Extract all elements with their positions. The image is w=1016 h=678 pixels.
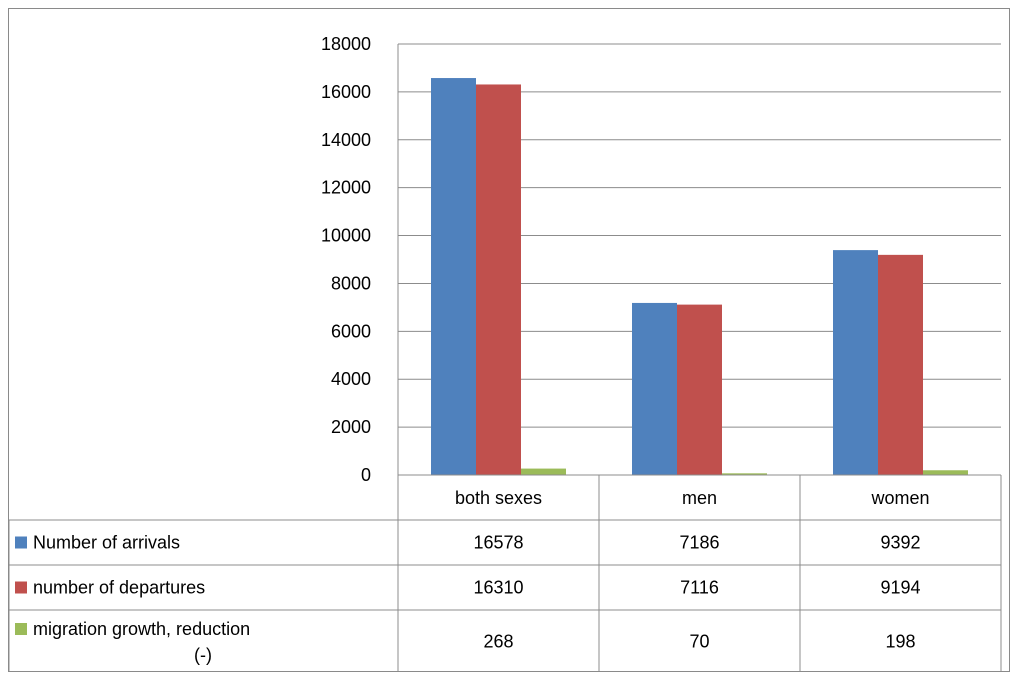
y-tick-label: 16000	[321, 82, 371, 102]
category-label: men	[682, 488, 717, 508]
legend-key	[15, 581, 27, 594]
data-label: 16310	[473, 578, 523, 598]
data-label: 268	[483, 632, 513, 652]
y-tick-label: 10000	[321, 226, 371, 246]
data-table: both sexes men women Number of arrivals 1657…	[9, 474, 1002, 671]
legend-key	[15, 623, 27, 635]
legend-label: Number of arrivals	[33, 533, 180, 553]
chart-frame: 0 2000 4000 6000 8000 10000 12000 14000 16000 180…	[8, 8, 1010, 672]
category-label: both sexes	[455, 488, 542, 508]
y-tick-label: 18000	[321, 34, 371, 54]
y-tick-label: 14000	[321, 130, 371, 150]
bar-number-of-arrivals-1	[632, 302, 677, 475]
data-label: 9194	[880, 578, 920, 598]
y-tick-label: 2000	[331, 417, 371, 437]
bar-chart: 0 2000 4000 6000 8000 10000 12000 14000 16000 180…	[9, 34, 1002, 671]
legend-label: migration growth, reduction	[33, 619, 250, 639]
data-label: 7116	[680, 578, 719, 598]
bar-number-of-arrivals-0	[431, 78, 476, 475]
data-label: 16578	[473, 533, 523, 553]
y-tick-label: 4000	[331, 369, 371, 389]
y-tick-label: 0	[361, 465, 371, 485]
bar-migration-growth-reduction-0	[521, 468, 566, 475]
y-tick-label: 12000	[321, 178, 371, 198]
data-label: 7186	[679, 533, 719, 553]
y-tick-label: 6000	[331, 321, 371, 341]
y-axis-tick-labels: 0 2000 4000 6000 8000 10000 12000 14000 16000 180…	[321, 34, 371, 485]
category-label: women	[870, 488, 929, 508]
y-tick-label: 8000	[331, 273, 371, 293]
bar-migration-growth-reduction-1	[722, 473, 767, 475]
bar-number-of-arrivals-2	[833, 250, 878, 475]
data-label: 9392	[880, 533, 920, 553]
data-label: 70	[689, 632, 709, 652]
bars	[431, 78, 968, 475]
bar-number-of-departures-2	[878, 254, 923, 475]
data-label: 198	[885, 632, 915, 652]
legend-label: number of departures	[33, 578, 205, 598]
legend-key	[15, 536, 27, 549]
bar-number-of-departures-1	[677, 304, 722, 475]
legend-label: (-)	[194, 645, 212, 665]
bar-number-of-departures-0	[476, 84, 521, 475]
bar-migration-growth-reduction-2	[923, 470, 968, 475]
